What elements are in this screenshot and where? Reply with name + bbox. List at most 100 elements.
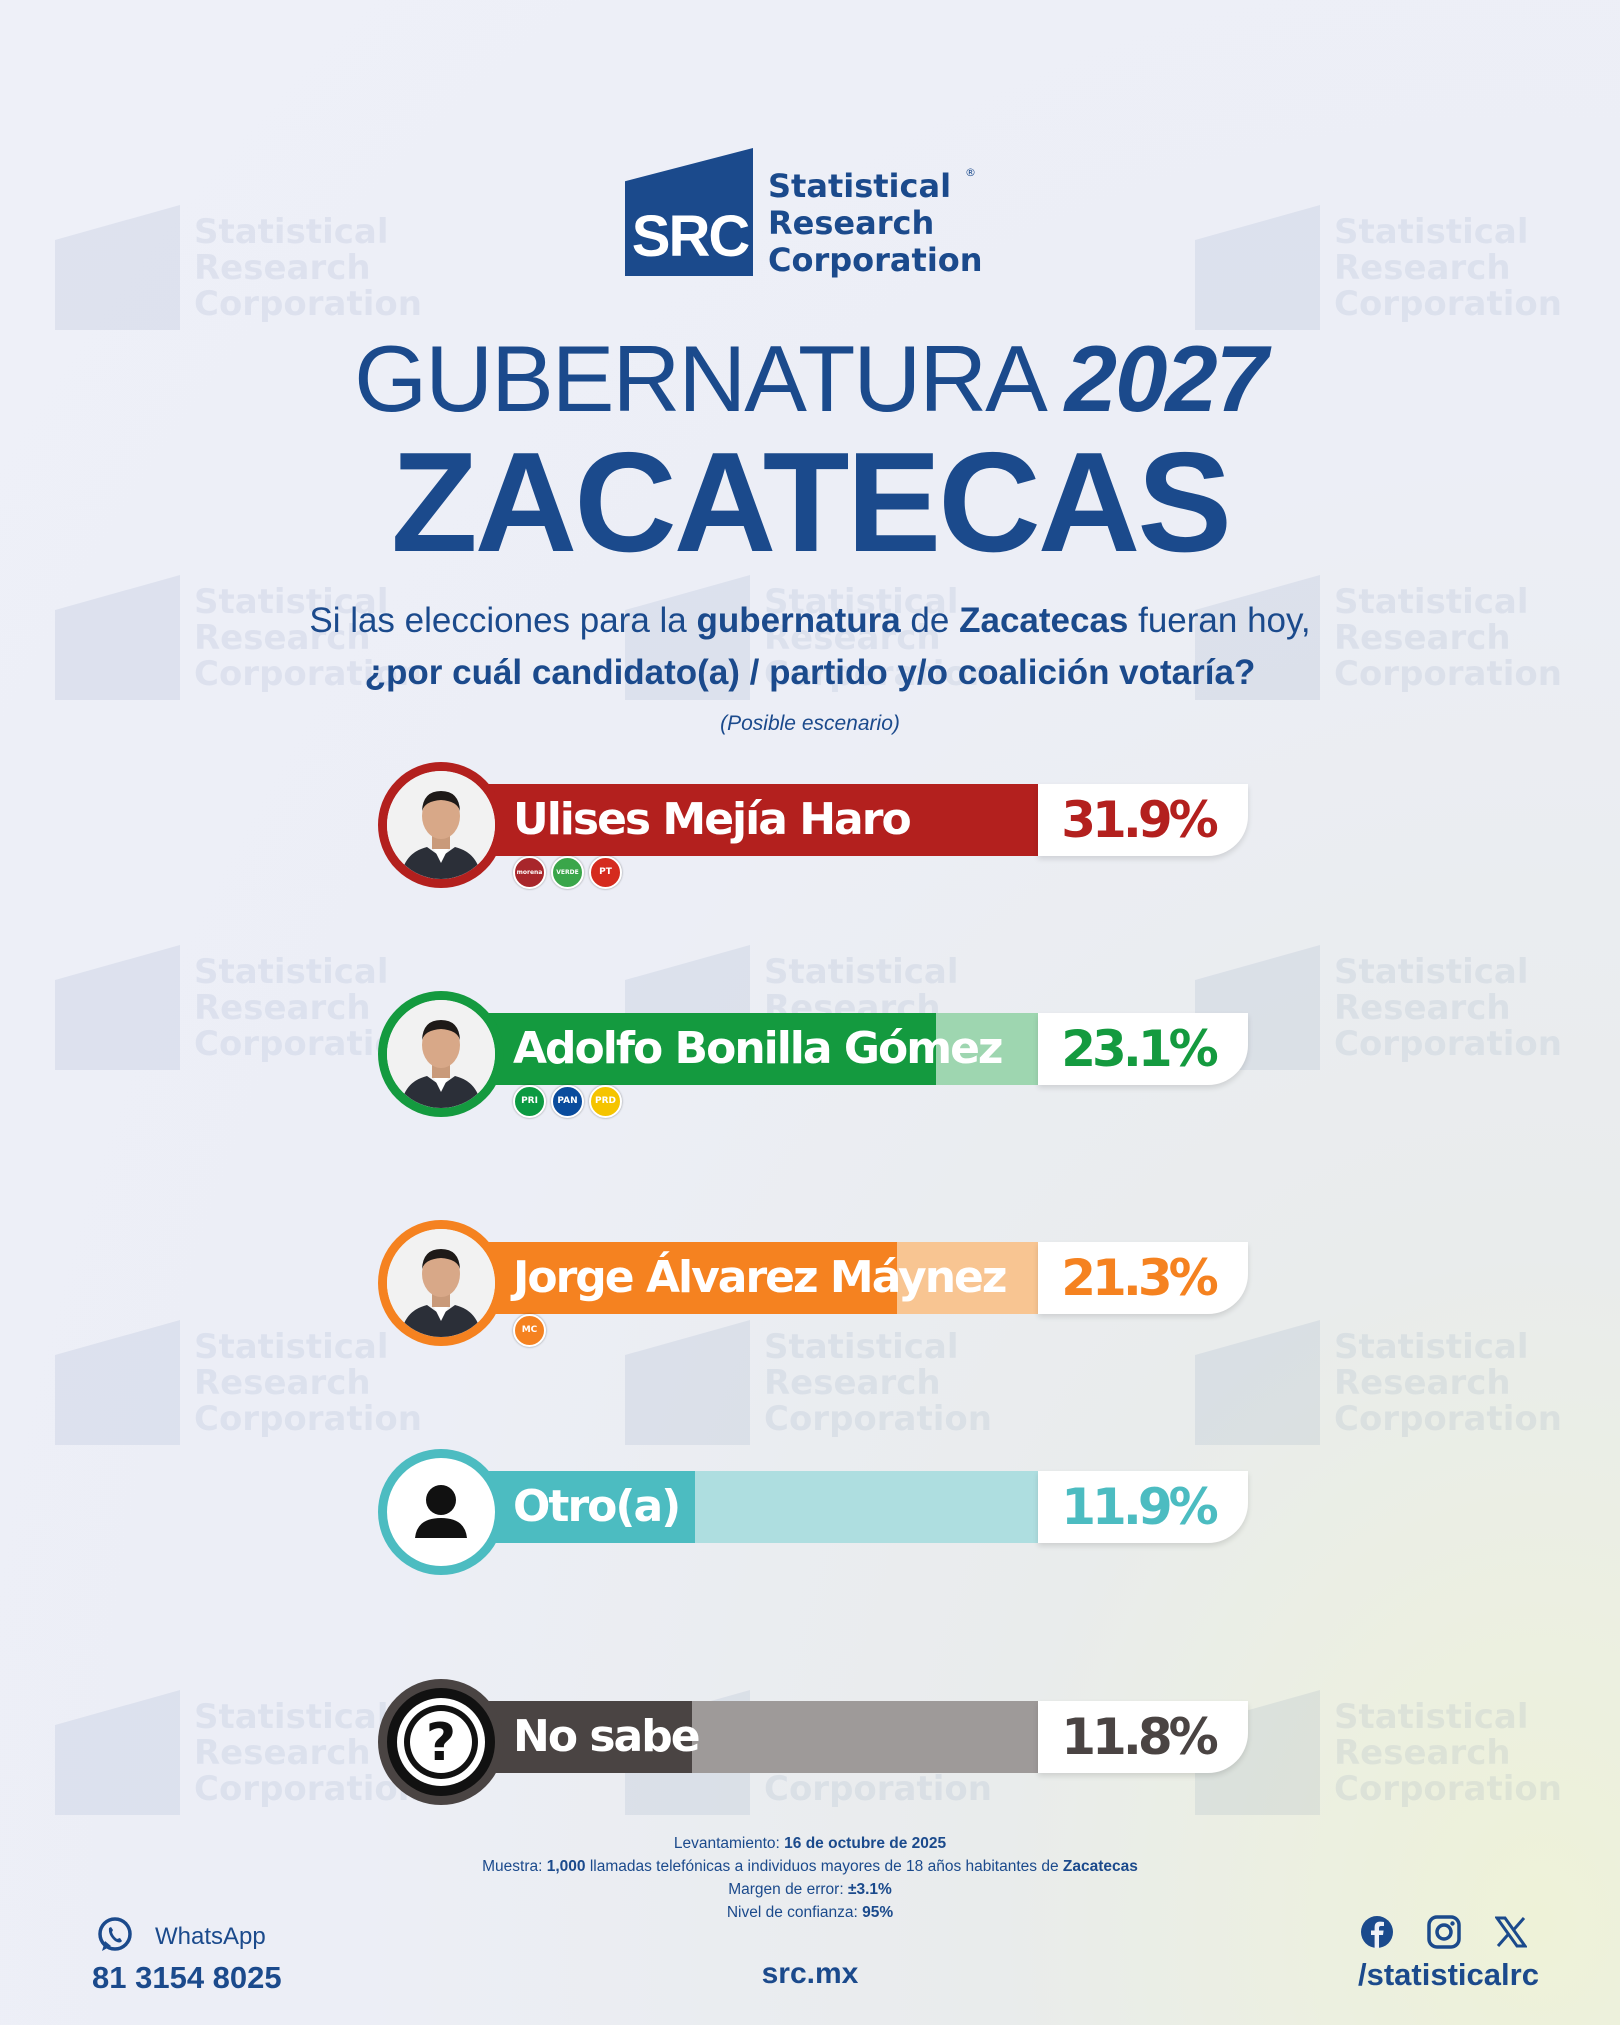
data-label: 31.9% [1061, 791, 1218, 849]
conf-value: 95% [862, 1904, 894, 1921]
candidate-photo [378, 991, 504, 1117]
website-link[interactable]: src.mx [761, 1957, 859, 1990]
watermark-text-line: Corporation [764, 653, 992, 694]
bar-row: 31.9% Ulises Mejía Haro morena VERDE PT [378, 762, 1248, 889]
watermark-text-line: Research [194, 617, 371, 658]
sample-n: 1,000 [546, 1858, 586, 1875]
watermark-text-line: Corporation [194, 1398, 422, 1439]
margin-line: Margen de error: ±3.1% [0, 1878, 1620, 1901]
q-text-b: gubernatura [696, 601, 901, 640]
scenario-note: (Posible escenario) [720, 712, 900, 735]
watermark-text-line: Statistical [1334, 211, 1529, 252]
watermark-text-line: Corporation [764, 1398, 992, 1439]
watermark-text-line: Corporation [1334, 283, 1562, 324]
watermark-text-line: Statistical [194, 951, 389, 992]
survey-question: Si las elecciones para la gubernatura de… [0, 595, 1620, 699]
methodology-notes: Levantamiento: 16 de octubre de 2025 Mue… [0, 1832, 1620, 1924]
category-label: No sabe [513, 1711, 701, 1762]
party-logo: PT [589, 856, 622, 889]
category-label: Jorge Álvarez Máynez [513, 1252, 1008, 1303]
bar-row: 11.8% No sabe? [378, 1679, 1248, 1805]
logo-name-line-1: Statistical [768, 167, 952, 205]
watermark-text-line: Statistical [764, 951, 959, 992]
confidence-line: Nivel de confianza: 95% [0, 1901, 1620, 1924]
watermark-text-line: Research [1334, 617, 1511, 658]
q-text-c: de [900, 601, 960, 640]
whatsapp-icon [98, 1917, 132, 1951]
registered-mark: ® [965, 166, 976, 179]
margin-value: ±3.1% [847, 1881, 892, 1898]
watermark-text-line: Research [1334, 1732, 1511, 1773]
bar-row: 11.9% Otro(a) [378, 1449, 1248, 1575]
value-box: 11.9% [1038, 1471, 1248, 1543]
whatsapp-number[interactable]: 81 3154 8025 [92, 1960, 282, 1995]
watermark-text-line: Corporation [194, 283, 422, 324]
watermark-text-line: Research [1334, 1362, 1511, 1403]
data-label: 23.1% [1061, 1020, 1218, 1078]
brand-logo: SRC Statistical Research Corporation ® [625, 148, 1025, 279]
party-logo: PRD [589, 1085, 622, 1118]
state-title: ZACATECAS [390, 423, 1232, 582]
facebook-icon[interactable] [1360, 1915, 1394, 1949]
social-handle[interactable]: /statisticalrc [1358, 1957, 1539, 1992]
title-light: GUBERNATURA [354, 326, 1043, 431]
party-logo: VERDE [551, 856, 584, 889]
watermark-text-line: Statistical [194, 1326, 389, 1367]
watermark-text-line: Statistical [194, 1696, 389, 1737]
bar-track [438, 1471, 1128, 1543]
watermark-text-line: Corporation [1334, 653, 1562, 694]
sample-label: Muestra: [482, 1858, 547, 1875]
conf-label: Nivel de confianza: [726, 1904, 863, 1921]
question-line-2: ¿por cuál candidato(a) / partido y/o coa… [0, 647, 1620, 699]
watermark-text-line: Research [194, 247, 371, 288]
party-logo: morena [513, 856, 546, 889]
watermark-mark [55, 1690, 180, 1815]
logo-mark-text: SRC [631, 204, 750, 269]
bar-track [438, 784, 1128, 856]
sample-line: Muestra: 1,000 llamadas telefónicas a in… [0, 1855, 1620, 1878]
watermark-text-line: Research [1334, 247, 1511, 288]
watermark-text-line: Corporation [764, 1768, 992, 1809]
bar-track [438, 1013, 1128, 1085]
party-logo: MC [513, 1314, 546, 1347]
logo-name-line-3: Corporation [768, 241, 983, 279]
bar-fill [438, 1013, 936, 1085]
whatsapp-label: WhatsApp [155, 1923, 266, 1950]
watermark-mark [55, 1320, 180, 1445]
social-links: /statisticalrc [1355, 1915, 1555, 1995]
bar-track [438, 1701, 1128, 1773]
watermark-text-line: Research [1334, 987, 1511, 1028]
watermark-text-line: Statistical [1334, 581, 1529, 622]
bar-track [438, 1242, 1128, 1314]
watermark-text-line: Corporation [1334, 1023, 1562, 1064]
watermark-text-line: Corporation [1334, 1768, 1562, 1809]
watermark-text-line: Research [194, 987, 371, 1028]
q-text-d: Zacatecas [959, 601, 1129, 640]
title-year: 2027 [1064, 326, 1268, 431]
q-text-e: fueran hoy, [1128, 601, 1311, 640]
question-icon: ? [378, 1679, 504, 1805]
party-logo: PRI [513, 1085, 546, 1118]
watermark-text-line: Research [764, 617, 941, 658]
party-logos: MC [513, 1314, 546, 1347]
logo-name: Statistical Research Corporation [768, 168, 983, 279]
instagram-icon[interactable] [1427, 1915, 1461, 1949]
x-icon[interactable] [1495, 1916, 1527, 1948]
watermark-text-line: Statistical [764, 1326, 959, 1367]
value-box: 11.8% [1038, 1701, 1248, 1773]
candidate-photo [378, 1220, 504, 1346]
data-label: 11.9% [1061, 1478, 1218, 1536]
value-box: 21.3% [1038, 1242, 1248, 1314]
q-text-a: Si las elecciones para la [309, 601, 697, 640]
